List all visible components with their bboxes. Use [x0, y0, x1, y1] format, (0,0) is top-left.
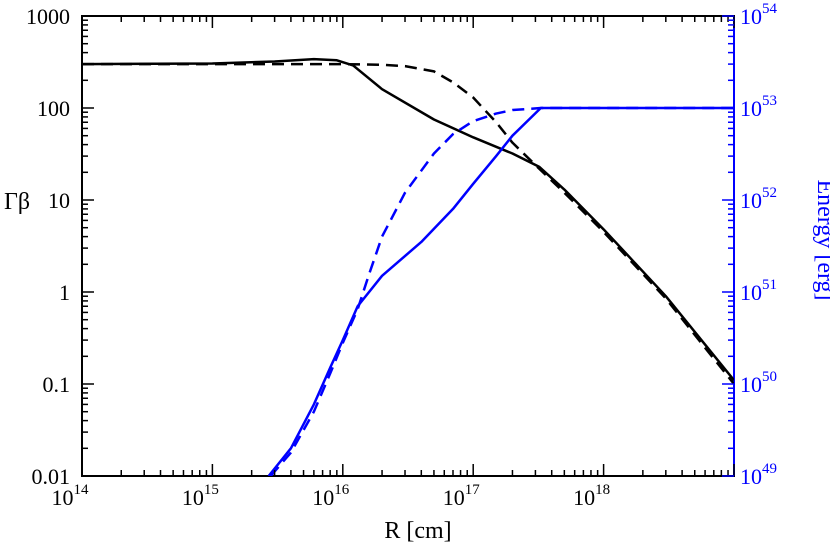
energy-dashed-line: [269, 106, 734, 476]
ticks-layer: [81, 15, 735, 477]
energy-solid-line: [267, 106, 734, 476]
y-right-tick-label: 1054: [740, 1, 778, 29]
plot-area: [81, 15, 735, 477]
y-right-tick-label: 1051: [740, 277, 777, 305]
y-left-tick-label: 0.01: [32, 464, 71, 489]
y-left-tick-label: 0.1: [43, 372, 71, 397]
series-layer: [82, 57, 734, 476]
x-tick-label: 1016: [312, 482, 350, 510]
y-right-tick-label: 1050: [740, 369, 777, 397]
y-left-tick-label: 10: [48, 188, 70, 213]
x-tick-label: 1015: [182, 482, 219, 510]
labels-layer: 1014 1015 1016 1017 1018 0.01 0.1 1 10 100 1000 104…: [26, 1, 778, 510]
y-left-tick-label: 100: [37, 96, 70, 121]
y-left-tick-label: 1: [59, 280, 70, 305]
x-tick-label: 1014: [52, 482, 90, 510]
x-tick-label: 1018: [573, 482, 610, 510]
y-right-tick-label: 1049: [740, 461, 777, 489]
plot-frame: [81, 15, 735, 477]
x-tick-label: 1017: [443, 482, 481, 510]
gamma-beta-dashed-line: [82, 62, 734, 385]
y-left-axis-title: Γβ: [4, 189, 30, 215]
y-right-tick-label: 1053: [740, 93, 777, 121]
x-axis-title: R [cm]: [384, 518, 451, 544]
y-right-axis-title: Energy [erg]: [812, 179, 830, 300]
gamma-beta-solid-line: [82, 57, 734, 381]
y-left-tick-label: 1000: [26, 4, 70, 29]
y-right-tick-label: 1052: [740, 185, 777, 213]
